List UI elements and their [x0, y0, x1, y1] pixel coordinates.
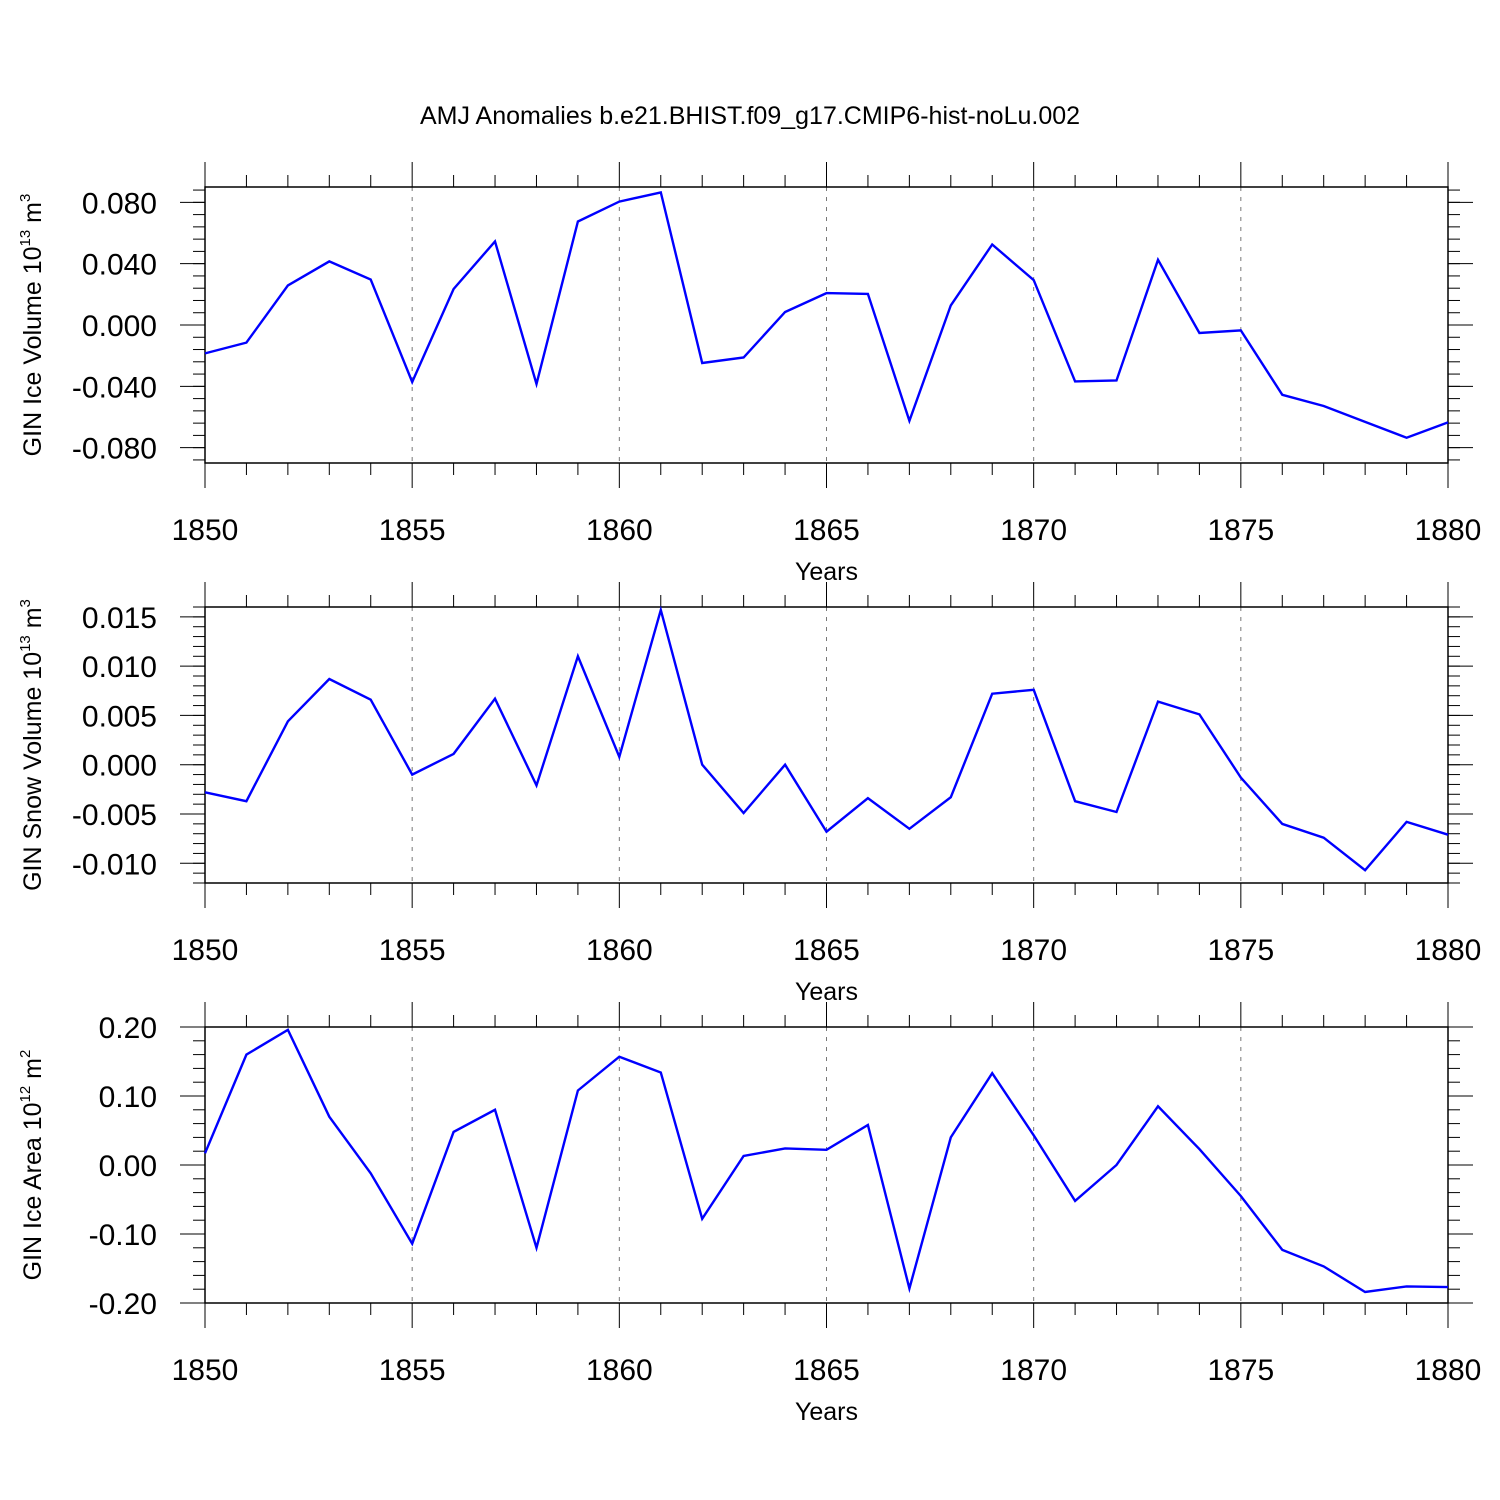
chart-panel-1: 0.080 0.040 0.000 -0.040 -0.080 1850 1855 1860 1…: [17, 162, 1481, 586]
y-axis-label-part: GIN Ice Area 10: [19, 1102, 47, 1280]
y-axis-label-part: 2: [17, 1050, 34, 1058]
x-tick-label: 1870: [1000, 934, 1067, 967]
y-axis-label-part: 3: [17, 194, 34, 202]
y-tick-label: 0.005: [82, 700, 157, 733]
y-tick-label: -0.040: [72, 371, 157, 404]
series-line: [204, 605, 1449, 872]
x-axis-label: Years: [795, 1398, 858, 1426]
panels: 0.080 0.040 0.000 -0.040 -0.080 1850 1855 1860 1…: [17, 162, 1481, 1426]
x-tick-label: 1880: [1415, 934, 1482, 967]
x-tick-label: 1855: [379, 934, 446, 967]
y-tick-label: -0.080: [72, 433, 157, 466]
chart-panel-2: 0.015 0.010 0.005 0.000 -0.005 -0.010 1850 1855…: [17, 582, 1481, 1006]
x-tick-label: 1875: [1207, 1354, 1274, 1387]
y-tick-label: 0.080: [82, 187, 157, 220]
y-axis-label-part: 3: [17, 599, 34, 607]
y-tick-label: 0.000: [82, 750, 157, 783]
y-tick-label: 0.10: [99, 1081, 157, 1114]
y-tick-label: -0.10: [89, 1219, 157, 1252]
y-tick-label: 0.20: [99, 1012, 157, 1045]
figure-title: AMJ Anomalies b.e21.BHIST.f09_g17.CMIP6-…: [420, 102, 1080, 130]
y-axis-label-part: m: [19, 202, 47, 230]
x-tick-label: 1875: [1207, 514, 1274, 547]
x-tick-label: 1865: [793, 934, 860, 967]
x-tick-label: 1865: [793, 514, 860, 547]
y-axis-label-part: 13: [17, 635, 34, 652]
x-tick-label: 1855: [379, 514, 446, 547]
x-tick-label: 1875: [1207, 934, 1274, 967]
chart-panel-3: 0.20 0.10 0.00 -0.10 -0.20 1850 1855 1860 1865 18…: [17, 1002, 1481, 1426]
x-tick-label: 1850: [172, 934, 239, 967]
y-axis-label: GIN Ice Area 1012 m2: [17, 1050, 47, 1281]
y-tick-label: 0.000: [82, 310, 157, 343]
y-axis-label-part: m: [19, 1058, 47, 1086]
plot-frame: [204, 606, 1449, 884]
x-tick-label: 1860: [586, 514, 653, 547]
y-axis-label: GIN Ice Volume 1013 m3: [17, 194, 47, 457]
y-tick-label: 0.040: [82, 249, 157, 282]
x-tick-label: 1860: [586, 934, 653, 967]
x-tick-label: 1850: [172, 514, 239, 547]
x-tick-label: 1865: [793, 1354, 860, 1387]
y-tick-label: 0.00: [99, 1150, 157, 1183]
plot-frame: [204, 1026, 1449, 1304]
y-axis-label-part: 13: [17, 230, 34, 247]
x-tick-label: 1855: [379, 1354, 446, 1387]
y-axis-label: GIN Snow Volume 1013 m3: [17, 599, 47, 891]
y-tick-label: -0.010: [72, 848, 157, 881]
x-tick-label: 1870: [1000, 514, 1067, 547]
y-tick-label: -0.005: [72, 799, 157, 832]
y-axis-label-part: 12: [17, 1086, 34, 1103]
x-tick-label: 1880: [1415, 514, 1482, 547]
plot-frame: [204, 186, 1449, 464]
x-axis-label: Years: [795, 558, 858, 586]
x-axis-label: Years: [795, 978, 858, 1006]
y-tick-label: 0.015: [82, 602, 157, 635]
y-axis-label-part: m: [19, 607, 47, 635]
x-tick-label: 1880: [1415, 1354, 1482, 1387]
y-axis-label-part: GIN Snow Volume 10: [19, 652, 47, 891]
x-tick-label: 1850: [172, 1354, 239, 1387]
x-tick-label: 1860: [586, 1354, 653, 1387]
series-line: [203, 1028, 1449, 1294]
y-tick-label: 0.010: [82, 651, 157, 684]
y-axis-label-part: GIN Ice Volume 10: [19, 246, 47, 456]
x-tick-label: 1870: [1000, 1354, 1067, 1387]
y-tick-label: -0.20: [89, 1288, 157, 1321]
